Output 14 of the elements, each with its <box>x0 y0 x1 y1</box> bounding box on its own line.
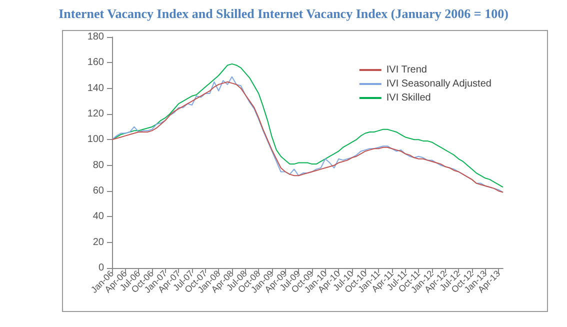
y-tick-label: 40 <box>92 211 104 222</box>
y-tick-label: 180 <box>87 32 104 42</box>
y-tick-label: 140 <box>87 82 104 94</box>
chart-title: Internet Vacancy Index and Skilled Internet Vacancy Index (January 2006 = 100) <box>58 6 508 21</box>
y-tick-label: 160 <box>87 57 104 68</box>
y-tick-label: 100 <box>87 134 104 146</box>
legend-label: IVI Seasonally Adjusted <box>386 78 492 90</box>
legend-label: IVI Skilled <box>386 92 431 104</box>
y-tick-label: 20 <box>92 236 104 248</box>
y-tick-label: 120 <box>87 108 104 120</box>
y-tick-label: 60 <box>92 186 104 196</box>
y-tick-label: 0 <box>98 262 104 274</box>
y-tick-label: 80 <box>92 160 104 171</box>
legend-label: IVI Trend <box>386 64 427 76</box>
